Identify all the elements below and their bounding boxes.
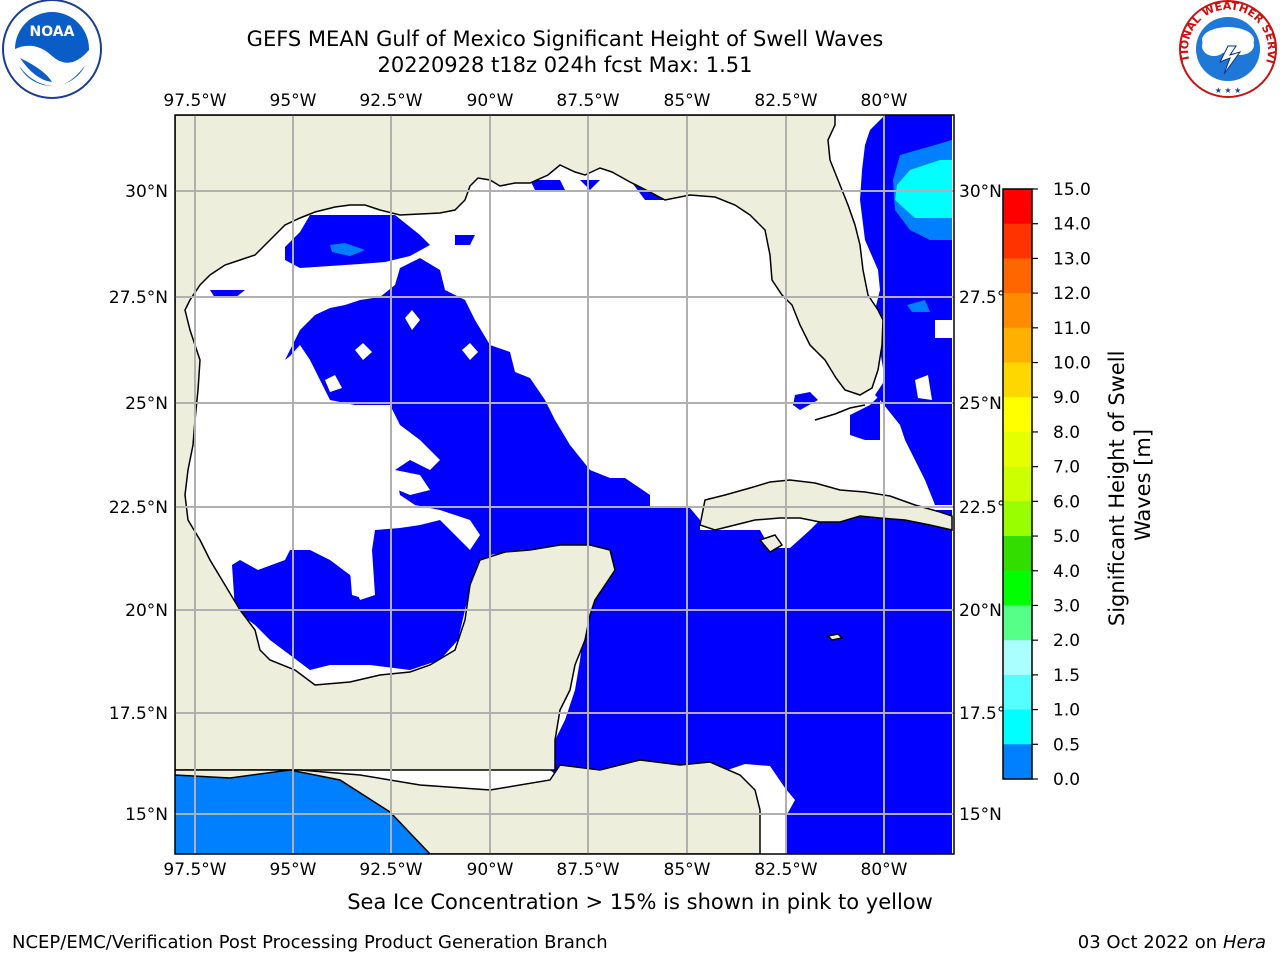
- lon-label: 90°W: [467, 860, 514, 880]
- colorbar-segment: [1003, 258, 1032, 294]
- colorbar: 15.0 14.0 13.0 12.0 11.0 10.0 9.0 8.0 7.0 6.0 5.0 4…: [1002, 180, 1155, 790]
- colorbar-tick-label: 5.0: [1053, 527, 1080, 547]
- lon-label: 97.5°W: [163, 860, 226, 880]
- map-grid: [175, 115, 954, 854]
- lon-labels-top: 97.5°W 95°W 92.5°W 90°W 87.5°W 85°W 82.5…: [163, 91, 907, 111]
- lat-label: 15°N: [125, 805, 168, 825]
- lon-label: 87.5°W: [556, 91, 619, 111]
- colorbar-tick-label: 6.0: [1053, 492, 1080, 512]
- nws-logo: NATIONAL WEATHER SERVICE ★ ★ ★: [0, 0, 1278, 98]
- colorbar-tick-label: 12.0: [1053, 284, 1091, 304]
- colorbar-tick-label: 4.0: [1053, 562, 1080, 582]
- noaa-logo: NOAA: [2, 0, 102, 99]
- colorbar-segment: [1003, 744, 1032, 780]
- florida-keys: [814, 404, 866, 421]
- colorbar-segment: [1003, 674, 1032, 711]
- svg-text:NOAA: NOAA: [30, 24, 75, 40]
- colorbar-tick-label: 8.0: [1053, 423, 1080, 443]
- colorbar-label: Significant Height of Swell Waves [m]: [1105, 344, 1155, 626]
- lat-label: 30°N: [125, 182, 168, 202]
- colorbar-segment: [1003, 189, 1032, 225]
- map-frame: [174, 114, 955, 855]
- footer-branch: NCEP/EMC/Verification Post Processing Pr…: [12, 932, 608, 953]
- colorbar-frame: [1002, 188, 1033, 780]
- lon-label: 80°W: [861, 860, 908, 880]
- colorbar-tick-label: 2.0: [1053, 631, 1080, 651]
- colorbar-tick-label: 1.0: [1053, 701, 1080, 721]
- lon-label: 87.5°W: [556, 860, 619, 880]
- colorbar-tick-label: 0.5: [1053, 735, 1080, 755]
- lon-label: 92.5°W: [359, 860, 422, 880]
- colorbar-segment: [1003, 397, 1032, 433]
- footer-host: Hera: [1222, 932, 1266, 953]
- chart-title: GEFS MEAN Gulf of Mexico Significant Hei…: [246, 27, 884, 51]
- colorbar-segment: [1003, 362, 1032, 398]
- colorbar-segment: [1003, 223, 1032, 259]
- lat-label: 20°N: [125, 601, 168, 621]
- empty-patches: [325, 310, 952, 598]
- landmass: [175, 115, 953, 854]
- colorbar-tick-label: 7.0: [1053, 458, 1080, 478]
- svg-text:★ ★ ★: ★ ★ ★: [1215, 86, 1242, 95]
- colorbar-tick-label: 3.0: [1053, 596, 1080, 616]
- colorbar-tick-label: 9.0: [1053, 388, 1080, 408]
- colorbar-segment: [1003, 640, 1032, 676]
- lat-label: 15°N: [959, 805, 1002, 825]
- colorbar-label-line1: Significant Height of Swell: [1105, 351, 1129, 627]
- lon-label: 90°W: [467, 91, 514, 111]
- colorbar-tick-label: 0.0: [1053, 770, 1080, 790]
- lon-label: 95°W: [270, 860, 317, 880]
- lon-label: 95°W: [270, 91, 317, 111]
- lon-label: 82.5°W: [754, 860, 817, 880]
- colorbar-segment: [1003, 605, 1032, 641]
- colorbar-tick-label: 13.0: [1053, 249, 1091, 269]
- lon-label: 80°W: [861, 91, 908, 111]
- lon-label: 92.5°W: [359, 91, 422, 111]
- colorbar-label-line2: Waves [m]: [1131, 429, 1155, 541]
- lat-label: 20°N: [959, 601, 1002, 621]
- nws-logo-text: NATIONAL WEATHER SERVICE: [0, 0, 1278, 65]
- colorbar-segment: [1003, 709, 1032, 745]
- chart-subtitle: 20220928 t18z 024h fcst Max: 1.51: [377, 53, 753, 77]
- lon-label: 97.5°W: [163, 91, 226, 111]
- sea-ice-caption: Sea Ice Concentration > 15% is shown in …: [347, 890, 933, 914]
- colorbar-segment: [1003, 466, 1032, 502]
- colorbar-segment: [1003, 293, 1032, 329]
- colorbar-segment: [1003, 536, 1032, 572]
- footer-date-text: 03 Oct 2022 on: [1077, 932, 1218, 953]
- colorbar-tick-label: 10.0: [1053, 354, 1091, 374]
- colorbar-tick-label: 14.0: [1053, 215, 1091, 235]
- colorbar-tick-label: 11.0: [1053, 319, 1091, 339]
- lat-label: 22.5°N: [109, 498, 168, 518]
- colorbar-tick-label: 15.0: [1053, 180, 1091, 200]
- lat-label: 27.5°N: [109, 288, 168, 308]
- lat-labels-left: 30°N 27.5°N 25°N 22.5°N 20°N 17.5°N 15°N: [109, 182, 168, 825]
- lat-label: 25°N: [959, 394, 1002, 414]
- colorbar-segment: [1003, 431, 1032, 468]
- svg-text:NATIONAL WEATHER SERVICE: NATIONAL WEATHER SERVICE: [0, 0, 1278, 65]
- lon-labels-bottom: 97.5°W 95°W 92.5°W 90°W 87.5°W 85°W 82.5…: [163, 860, 907, 880]
- lat-label: 30°N: [959, 182, 1002, 202]
- colorbar-tick-label: 1.5: [1053, 666, 1080, 686]
- lon-label: 85°W: [664, 860, 711, 880]
- colorbar-segment: [1003, 327, 1032, 364]
- footer-date: 03 Oct 2022 on Hera: [1078, 932, 1266, 953]
- pacific-swell: [175, 770, 430, 854]
- colorbar-segment: [1003, 570, 1032, 606]
- lon-label: 82.5°W: [754, 91, 817, 111]
- swell-higher: [330, 140, 952, 312]
- lon-label: 85°W: [664, 91, 711, 111]
- lat-label: 17.5°N: [109, 704, 168, 724]
- colorbar-segment: [1003, 501, 1032, 537]
- lat-label: 25°N: [125, 394, 168, 414]
